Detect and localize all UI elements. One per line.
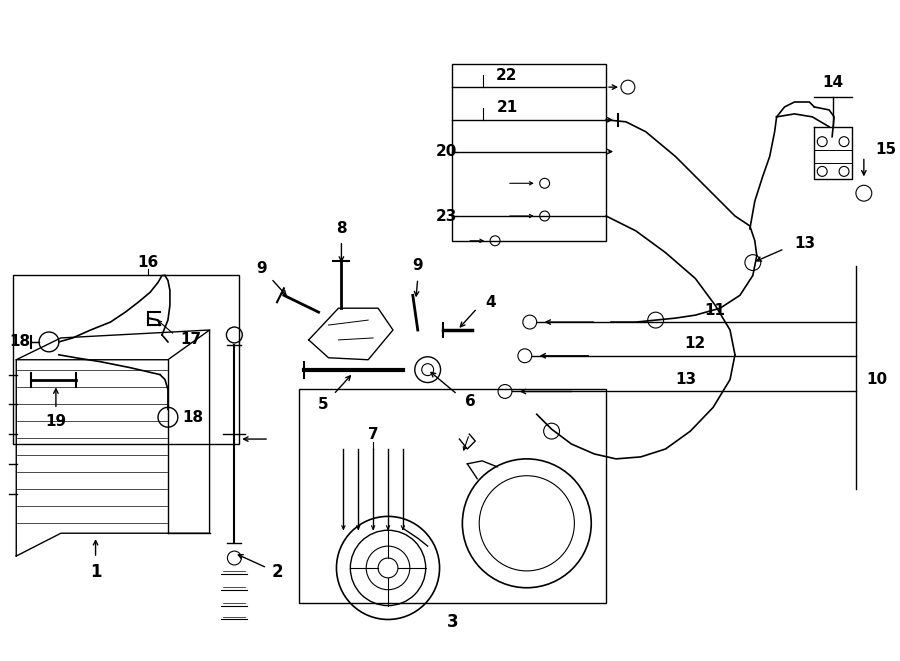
- Text: 8: 8: [336, 221, 346, 237]
- Text: 4: 4: [485, 295, 496, 310]
- Text: 13: 13: [675, 372, 696, 387]
- Text: 1: 1: [90, 563, 102, 581]
- Text: 9: 9: [412, 258, 423, 273]
- Bar: [299, 389, 606, 603]
- Text: 6: 6: [465, 394, 476, 409]
- Text: 17: 17: [180, 332, 201, 348]
- Text: 12: 12: [685, 336, 706, 352]
- Text: 14: 14: [823, 75, 843, 90]
- Text: 22: 22: [496, 67, 518, 83]
- Text: 18: 18: [9, 334, 31, 350]
- Text: 20: 20: [436, 144, 457, 159]
- Text: 3: 3: [446, 613, 458, 631]
- Text: 9: 9: [256, 261, 266, 276]
- Bar: [453, 64, 606, 241]
- Text: 2: 2: [271, 563, 283, 581]
- Text: 13: 13: [795, 236, 815, 251]
- Text: 15: 15: [876, 142, 897, 157]
- Text: 7: 7: [368, 426, 379, 442]
- Text: 21: 21: [496, 100, 518, 116]
- Text: 11: 11: [705, 303, 725, 318]
- Text: 19: 19: [45, 414, 67, 429]
- Text: 18: 18: [182, 410, 202, 425]
- Bar: [14, 276, 239, 444]
- Text: 10: 10: [866, 372, 887, 387]
- Text: 23: 23: [436, 208, 457, 223]
- Text: 16: 16: [138, 255, 158, 270]
- Text: 5: 5: [319, 397, 328, 412]
